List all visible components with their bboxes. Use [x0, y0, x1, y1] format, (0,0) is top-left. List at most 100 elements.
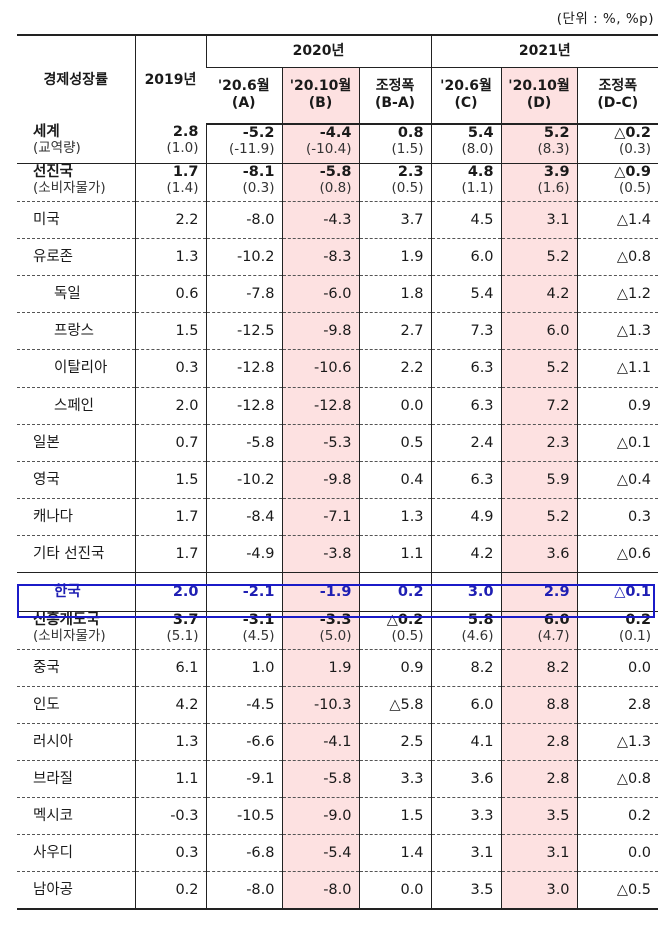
value-cell: -8.0: [205, 200, 282, 238]
value-cell: 2.0: [134, 571, 206, 611]
row-name: 영국: [33, 471, 60, 488]
header-2020: 2020년: [205, 34, 432, 68]
value-cell: 3.1: [500, 833, 578, 871]
value-cell: 1.3: [134, 237, 206, 275]
value-cell: 4.1: [430, 722, 502, 760]
value-cell: 4.8 (1.1): [430, 162, 502, 201]
row-name: 스페인: [54, 397, 95, 414]
value-cell: 7.2: [500, 386, 578, 424]
table-row: 신흥개도국 (소비자물가) 3.7 (5.1) -3.1 (4.5) -3.3 (5.0) △0…: [17, 610, 659, 649]
value-cell: -9.0: [281, 796, 359, 834]
row-name: 독일: [54, 285, 81, 302]
row-name: 미국: [33, 211, 60, 228]
value-cell: 1.7: [134, 534, 206, 572]
value-cell: -12.8: [205, 386, 282, 424]
row-label: 인도: [17, 685, 135, 723]
value-cell: △1.3: [576, 722, 659, 760]
row-name: 프랑스: [54, 322, 95, 339]
row-name: 사우디: [33, 844, 74, 861]
table-row: 남아공 0.2 -8.0 -8.0 0.0 3.5 3.0 △0.5: [17, 870, 659, 910]
value-cell: △1.2: [576, 274, 659, 312]
value-cell: -1.9: [281, 571, 359, 611]
value-cell: 4.2: [134, 685, 206, 723]
table-row: 세계 (교역량) 2.8 (1.0) -5.2 (-11.9) -4.4 (-10.4) 0.8…: [17, 124, 659, 163]
row-label: 프랑스: [17, 311, 135, 349]
row-label: 이탈리아: [17, 348, 135, 387]
value-cell: 3.5: [500, 796, 578, 834]
value-cell: -7.8: [205, 274, 282, 312]
table-row: 일본 0.7 -5.8 -5.3 0.5 2.4 2.3 △0.1: [17, 423, 659, 461]
value-cell: 3.7 (5.1): [134, 610, 206, 649]
row-label: 독일: [17, 274, 135, 312]
value-cell: 0.6: [134, 274, 206, 312]
row-label: 영국: [17, 460, 135, 498]
table-row: 멕시코 -0.3 -10.5 -9.0 1.5 3.3 3.5 0.2: [17, 796, 659, 834]
value-cell: △1.3: [576, 311, 659, 349]
table-row: 인도 4.2 -4.5 -10.3 △5.8 6.0 8.8 2.8: [17, 685, 659, 723]
value-cell: 0.5: [358, 423, 432, 461]
value-cell: 1.5: [134, 460, 206, 498]
row-name: 브라질: [33, 770, 74, 787]
row-name: 선진국: [33, 163, 74, 180]
row-name: 유로존: [33, 248, 74, 265]
value-cell: 2.0: [134, 386, 206, 424]
value-cell: 0.4: [358, 460, 432, 498]
value-cell: △0.5: [576, 870, 659, 910]
header-col-a: '20.6월 (A): [206, 67, 282, 125]
value-cell: -2.1: [205, 571, 282, 611]
value-cell: -7.1: [281, 497, 359, 535]
unit-note: (단위 : %, %p): [556, 11, 654, 27]
value-cell: 1.3: [358, 497, 432, 535]
value-cell: 6.3: [430, 460, 502, 498]
value-cell: 0.2: [576, 796, 659, 834]
value-cell: △1.1: [576, 348, 659, 387]
growth-table: 경제성장률 2019년 2020년 2021년 '20.6월 (A) '20.10…: [17, 34, 659, 910]
value-cell: -6.0: [281, 274, 359, 312]
value-cell: 3.3: [430, 796, 502, 834]
value-cell: 0.3: [134, 348, 206, 387]
table-row: 이탈리아 0.3 -12.8 -10.6 2.2 6.3 5.2 △1.1: [17, 348, 659, 387]
value-cell: △0.8: [576, 759, 659, 797]
value-cell: -0.3: [134, 796, 206, 834]
value-cell: 2.8: [576, 685, 659, 723]
row-label: 한국: [17, 571, 135, 611]
value-cell: 6.0: [500, 311, 578, 349]
value-cell: 2.4: [430, 423, 502, 461]
value-cell: 0.2 (0.1): [576, 610, 659, 649]
value-cell: -5.4: [281, 833, 359, 871]
value-cell: 0.9: [358, 648, 432, 686]
value-cell: △5.8: [358, 685, 432, 723]
value-cell: -10.2: [205, 237, 282, 275]
row-label: 멕시코: [17, 796, 135, 834]
value-cell: 1.9: [281, 648, 359, 686]
value-cell: -12.8: [281, 386, 359, 424]
value-cell: -3.8: [281, 534, 359, 572]
row-subname: (소비자물가): [33, 627, 106, 644]
value-cell: 1.1: [358, 534, 432, 572]
table-row: 유로존 1.3 -10.2 -8.3 1.9 6.0 5.2 △0.8: [17, 237, 659, 275]
value-cell: 4.9: [430, 497, 502, 535]
value-cell: -3.1 (4.5): [205, 610, 282, 649]
value-cell: 2.8: [500, 759, 578, 797]
value-cell: 2.8: [500, 722, 578, 760]
row-name: 신흥개도국: [33, 611, 100, 628]
table-row: 스페인 2.0 -12.8 -12.8 0.0 6.3 7.2 0.9: [17, 386, 659, 424]
value-cell: -5.3: [281, 423, 359, 461]
row-label: 신흥개도국 (소비자물가): [17, 610, 135, 649]
value-cell: -5.8: [205, 423, 282, 461]
row-name: 캐나다: [33, 508, 74, 525]
value-cell: 1.7: [134, 497, 206, 535]
value-cell: 2.9: [500, 571, 578, 611]
value-cell: 4.5: [430, 200, 502, 238]
value-cell: -8.4: [205, 497, 282, 535]
value-cell: 0.7: [134, 423, 206, 461]
value-cell: 1.5: [358, 796, 432, 834]
value-cell: 0.3: [134, 833, 206, 871]
value-cell: 2.2: [358, 348, 432, 387]
table-row: 기타 선진국 1.7 -4.9 -3.8 1.1 4.2 3.6 △0.6: [17, 534, 659, 572]
table-row: 중국 6.1 1.0 1.9 0.9 8.2 8.2 0.0: [17, 648, 659, 686]
value-cell: 1.4: [358, 833, 432, 871]
value-cell: -10.6: [281, 348, 359, 387]
table-row: 미국 2.2 -8.0 -4.3 3.7 4.5 3.1 △1.4: [17, 200, 659, 238]
value-cell: 5.4: [430, 274, 502, 312]
